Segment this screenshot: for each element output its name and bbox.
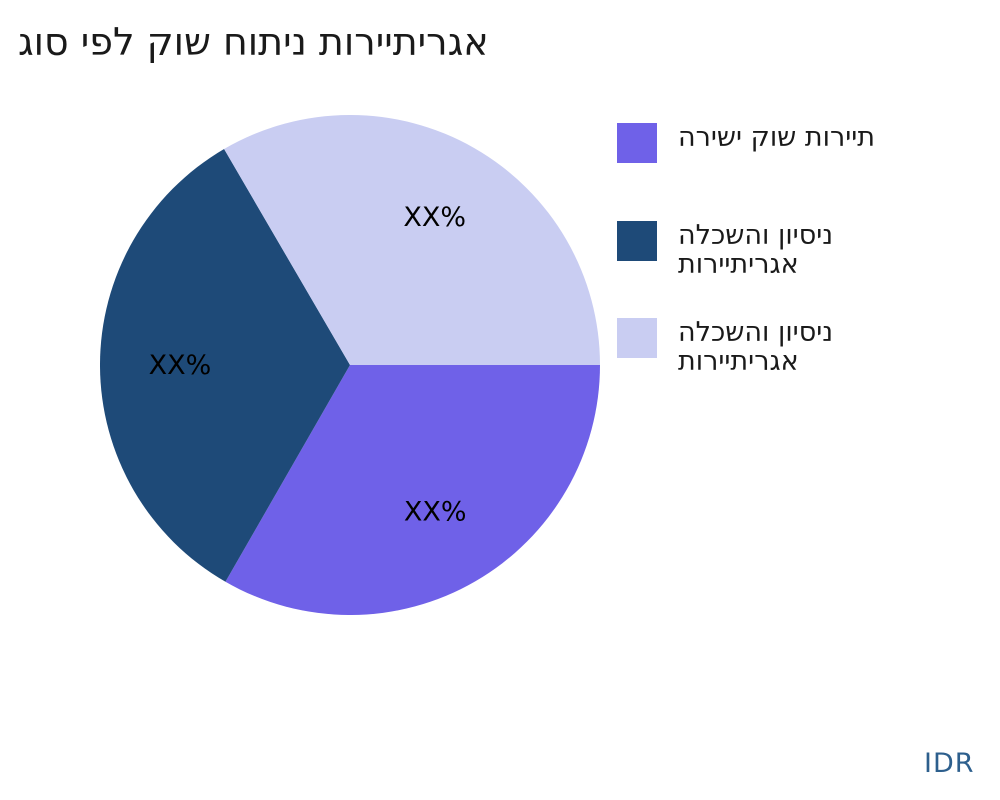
legend-item-2: ניסיון והשכלה אגריתיירות [617, 318, 833, 376]
pie-slice-0 [225, 365, 600, 615]
legend-swatch-0 [617, 123, 657, 163]
legend-label-line: אגריתיירות [678, 249, 799, 280]
legend-swatch-2 [617, 318, 657, 358]
slice-percent-label-0: XX% [404, 497, 467, 528]
chart-legend: תיירות שוק ישירה ניסיון והשכלה אגריתיירו… [617, 123, 957, 403]
legend-label-line: אגריתיירות [678, 346, 799, 377]
legend-label-line: ניסיון והשכלה [678, 317, 834, 348]
legend-label-0: תיירות שוק ישירה [678, 123, 875, 152]
pie-slice-2 [224, 115, 600, 365]
pie-chart: XX% XX% XX% [100, 115, 600, 615]
chart-title: אגריתיירות ניתוח שוק לפי סוג [18, 20, 489, 64]
legend-swatch-1 [617, 221, 657, 261]
pie-slice-1 [100, 149, 350, 582]
brand-watermark: IDR [924, 748, 975, 779]
slice-percent-label-1: XX% [149, 350, 212, 381]
legend-label-line: תיירות שוק ישירה [678, 122, 876, 153]
legend-label-1: ניסיון והשכלה אגריתיירות [678, 221, 833, 279]
legend-item-1: ניסיון והשכלה אגריתיירות [617, 221, 833, 279]
legend-label-line: ניסיון והשכלה [678, 220, 834, 251]
slice-percent-label-2: XX% [403, 202, 466, 233]
legend-item-0: תיירות שוק ישירה [617, 123, 875, 163]
legend-label-2: ניסיון והשכלה אגריתיירות [678, 318, 833, 376]
